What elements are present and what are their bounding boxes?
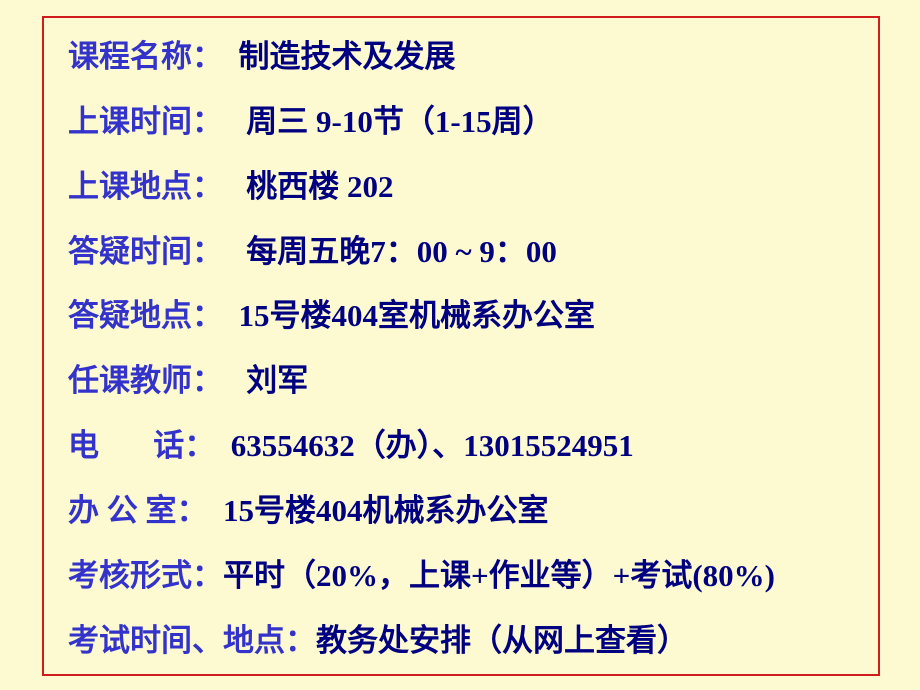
- info-box: 课程名称： 制造技术及发展 上课时间： 周三 9-10节（1-15周） 上课地点…: [42, 16, 880, 676]
- assessment-label: 考核形式：: [68, 555, 223, 597]
- class-location-label: 上课地点：: [68, 166, 223, 208]
- assessment-value: 平时（20%，上课+作业等）+考试(80%): [223, 555, 775, 597]
- course-name-row: 课程名称： 制造技术及发展: [68, 36, 854, 78]
- office-label: 办 公 室：: [68, 490, 208, 532]
- class-time-value: 周三 9-10节（1-15周）: [223, 101, 554, 143]
- class-time-label: 上课时间：: [68, 101, 223, 143]
- exam-label: 考试时间、地点：: [68, 620, 316, 662]
- qa-time-value: 每周五晚7：00 ~ 9：00: [223, 231, 557, 273]
- course-name-value: 制造技术及发展: [223, 36, 456, 78]
- phone-value: 63554632（办）、13015524951: [215, 425, 634, 467]
- phone-row: 电 话： 63554632（办）、13015524951: [68, 425, 854, 467]
- teacher-value: 刘军: [223, 360, 308, 402]
- exam-value: 教务处安排（从网上查看）: [316, 620, 688, 662]
- qa-time-row: 答疑时间： 每周五晚7：00 ~ 9：00: [68, 231, 854, 273]
- course-name-label: 课程名称：: [68, 36, 223, 78]
- class-time-row: 上课时间： 周三 9-10节（1-15周）: [68, 101, 854, 143]
- teacher-label: 任课教师：: [68, 360, 223, 402]
- office-value: 15号楼404机械系办公室: [208, 490, 549, 532]
- qa-location-value: 15号楼404室机械系办公室: [223, 295, 595, 337]
- qa-location-label: 答疑地点：: [68, 295, 223, 337]
- class-location-value: 桃西楼 202: [223, 166, 394, 208]
- assessment-row: 考核形式： 平时（20%，上课+作业等）+考试(80%): [68, 555, 854, 597]
- phone-label: 电 话：: [68, 425, 215, 467]
- qa-time-label: 答疑时间：: [68, 231, 223, 273]
- office-row: 办 公 室： 15号楼404机械系办公室: [68, 490, 854, 532]
- class-location-row: 上课地点： 桃西楼 202: [68, 166, 854, 208]
- teacher-row: 任课教师： 刘军: [68, 360, 854, 402]
- exam-row: 考试时间、地点： 教务处安排（从网上查看）: [68, 620, 854, 662]
- qa-location-row: 答疑地点： 15号楼404室机械系办公室: [68, 295, 854, 337]
